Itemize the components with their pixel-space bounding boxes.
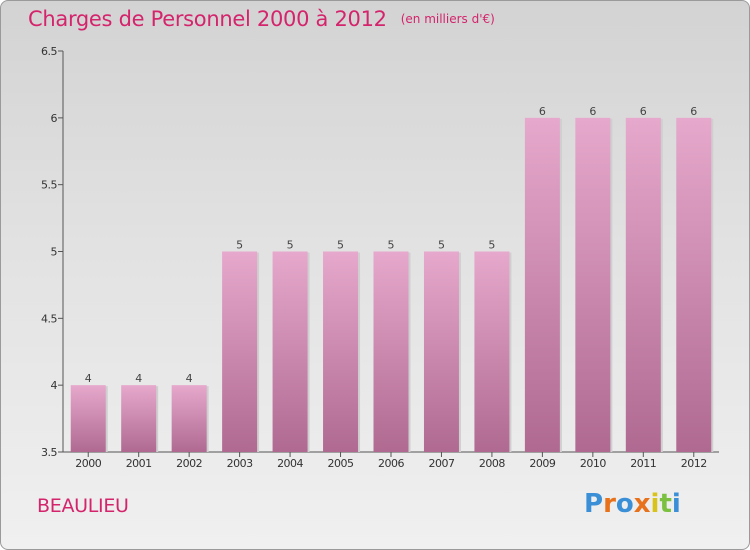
commune-name: BEAULIEU bbox=[37, 495, 129, 517]
x-tick-label: 2003 bbox=[227, 457, 253, 470]
data-label: 6 bbox=[640, 105, 647, 118]
data-label: 5 bbox=[438, 239, 445, 252]
logo-letter: t bbox=[659, 489, 672, 519]
logo-letter: i bbox=[650, 489, 660, 519]
bar bbox=[171, 385, 207, 452]
bar bbox=[222, 251, 258, 452]
x-tick-label: 2009 bbox=[529, 457, 555, 470]
chart-title: Charges de Personnel 2000 à 2012 bbox=[28, 7, 387, 31]
x-tick-label: 2012 bbox=[681, 457, 707, 470]
y-tick-label: 5 bbox=[51, 246, 58, 259]
bar bbox=[323, 251, 359, 452]
y-tick-label: 6 bbox=[51, 112, 58, 125]
data-label: 5 bbox=[287, 239, 294, 252]
y-tick-label: 4.5 bbox=[41, 312, 57, 325]
chart-title-row: Charges de Personnel 2000 à 2012 (en mill… bbox=[28, 7, 495, 31]
bar bbox=[272, 251, 308, 452]
x-tick-label: 2007 bbox=[428, 457, 454, 470]
y-tick-label: 6.5 bbox=[41, 45, 57, 58]
data-label: 5 bbox=[488, 239, 495, 252]
y-tick-label: 4 bbox=[51, 379, 58, 392]
data-label: 4 bbox=[135, 372, 142, 385]
data-label: 5 bbox=[388, 239, 395, 252]
bar bbox=[121, 385, 157, 452]
bar bbox=[70, 385, 106, 452]
y-tick-label: 3.5 bbox=[41, 446, 57, 459]
logo-letter: i bbox=[671, 489, 681, 519]
bar bbox=[373, 251, 409, 452]
bar bbox=[423, 251, 459, 452]
logo-letter: o bbox=[615, 489, 634, 519]
proxiti-logo[interactable]: Proxiti bbox=[584, 489, 681, 519]
x-tick-label: 2010 bbox=[580, 457, 606, 470]
x-tick-label: 2005 bbox=[328, 457, 354, 470]
bar bbox=[575, 117, 611, 452]
data-label: 5 bbox=[337, 239, 344, 252]
y-tick-label: 5.5 bbox=[41, 179, 57, 192]
x-tick-label: 2001 bbox=[126, 457, 152, 470]
chart-subtitle: (en milliers d'€) bbox=[400, 12, 495, 26]
logo-letter: x bbox=[633, 489, 651, 519]
bar bbox=[474, 251, 510, 452]
bar bbox=[524, 117, 560, 452]
data-label: 4 bbox=[186, 372, 193, 385]
bar bbox=[625, 117, 661, 452]
x-tick-label: 2011 bbox=[630, 457, 656, 470]
x-tick-label: 2004 bbox=[277, 457, 303, 470]
data-label: 6 bbox=[589, 105, 596, 118]
logo-letter: r bbox=[603, 489, 616, 519]
logo-letter: P bbox=[584, 489, 604, 519]
x-tick-label: 2006 bbox=[378, 457, 404, 470]
bar bbox=[676, 117, 712, 452]
data-label: 6 bbox=[539, 105, 546, 118]
x-tick-label: 2002 bbox=[176, 457, 202, 470]
data-label: 5 bbox=[236, 239, 243, 252]
data-label: 4 bbox=[85, 372, 92, 385]
x-tick-label: 2008 bbox=[479, 457, 505, 470]
x-tick-label: 2000 bbox=[75, 457, 101, 470]
data-label: 6 bbox=[690, 105, 697, 118]
